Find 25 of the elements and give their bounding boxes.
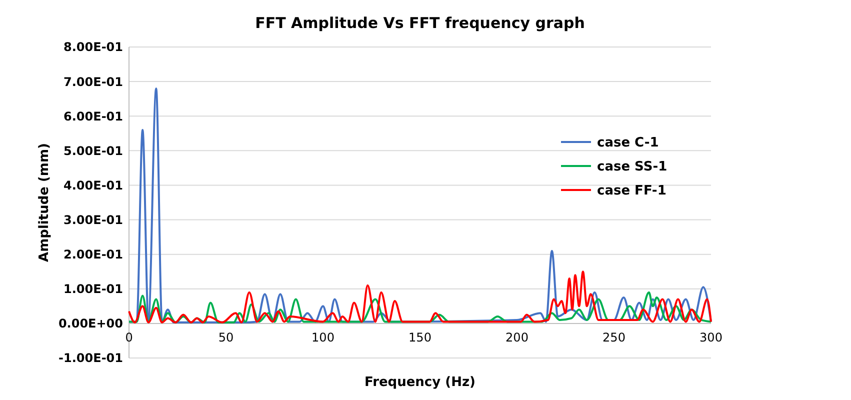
x-tick-label: 100 (312, 330, 334, 344)
line-series (128, 291, 712, 324)
y-axis-title: Amplitude (mm) (37, 143, 52, 262)
y-tick-label: 2.00E-01 (64, 248, 123, 262)
y-tick-label: 3.00E-01 (64, 212, 123, 227)
y-tick-label: 5.00E-01 (64, 144, 123, 158)
y-tick-label: 0.00E+00 (58, 316, 123, 331)
x-tick-label: 250 (602, 330, 626, 344)
legend-label: case SS-1 (597, 160, 668, 175)
y-tick-label: 6.00E-01 (64, 109, 123, 124)
y-tick-label: 4.00E-01 (64, 178, 123, 192)
x-axis-title: Frequency (Hz) (364, 375, 476, 390)
line-series (128, 270, 712, 324)
x-tick-label: 200 (506, 330, 528, 344)
legend-label: case FF-1 (597, 184, 666, 199)
x-tick-label: 300 (700, 330, 722, 344)
y-tick-label: 1.00E-01 (64, 282, 123, 296)
y-tick-label: 8.00E-01 (64, 40, 123, 54)
x-tick-label: 50 (218, 330, 234, 344)
legend-label: case C-1 (597, 136, 659, 151)
x-tick-label: 0 (125, 330, 133, 344)
y-tick-label: -1.00E-01 (58, 351, 123, 366)
x-tick-label: 150 (408, 330, 432, 344)
y-tick-label: 7.00E-01 (64, 74, 123, 89)
chart-title: FFT Amplitude Vs FFT frequency graph (255, 14, 585, 32)
